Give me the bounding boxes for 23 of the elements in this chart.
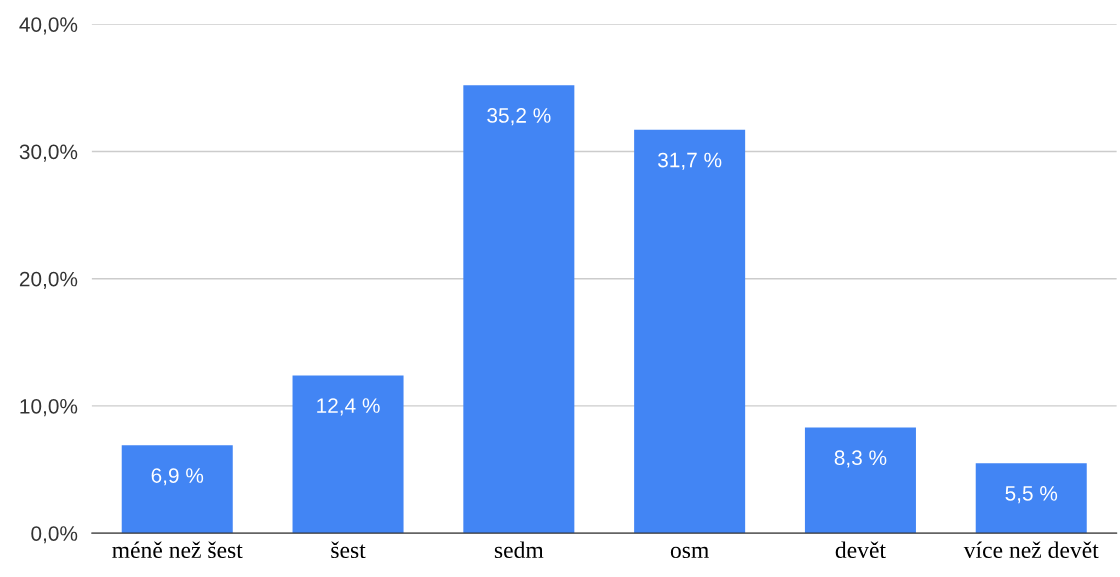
y-tick-label: 30,0% [19,144,78,162]
x-tick-label: více než devět [963,541,1099,559]
y-tick-label: 40,0% [19,17,78,35]
data-label: 5,5 % [1005,486,1058,504]
y-tick-label: 0,0% [31,526,78,544]
x-tick-label: devět [835,541,886,559]
data-label: 12,4 % [317,398,380,416]
data-label: 35,2 % [487,108,551,126]
bar [975,463,1087,534]
x-tick-label: šest [331,541,366,559]
data-label: 31,7 % [658,152,722,170]
bar [463,85,575,534]
data-label: 6,9 % [151,468,204,486]
y-tick-label: 20,0% [19,271,78,289]
bar [804,427,916,534]
y-tick-label: 10,0% [20,398,78,417]
x-tick-label: sedm [494,541,544,559]
bar [292,375,404,534]
x-tick-label: osm [670,546,709,559]
data-label: 8,3 % [834,450,887,468]
x-tick-label: méně než šest [112,541,243,559]
bar [121,445,233,534]
bar [634,129,746,534]
